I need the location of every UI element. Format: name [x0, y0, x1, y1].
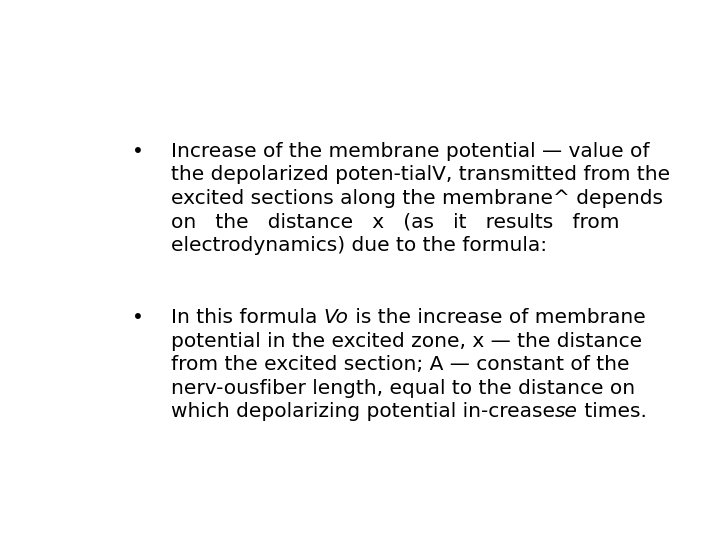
Text: times.: times. [577, 402, 647, 421]
Text: •: • [132, 308, 144, 327]
Text: Increase of the membrane potential — value of: Increase of the membrane potential — val… [171, 141, 649, 161]
Text: potential in the excited zone, x — the distance: potential in the excited zone, x — the d… [171, 332, 642, 350]
Text: excited sections along the membrane^ depends: excited sections along the membrane^ dep… [171, 189, 663, 208]
Text: the depolarized poten-tialV, transmitted from the: the depolarized poten-tialV, transmitted… [171, 165, 670, 184]
Text: electrodynamics) due to the formula:: electrodynamics) due to the formula: [171, 236, 547, 255]
Text: In this formula: In this formula [171, 308, 324, 327]
Text: nerv-ousfiber length, equal to the distance on: nerv-ousfiber length, equal to the dista… [171, 379, 635, 397]
Text: on   the   distance   x   (as   it   results   from: on the distance x (as it results from [171, 212, 619, 231]
Text: which depolarizing potential in-crease: which depolarizing potential in-crease [171, 402, 555, 421]
Text: Vo: Vo [324, 308, 348, 327]
Text: is the increase of membrane: is the increase of membrane [348, 308, 645, 327]
Text: from the excited section; A — constant of the: from the excited section; A — constant o… [171, 355, 629, 374]
Text: se: se [555, 402, 577, 421]
Text: •: • [132, 141, 144, 161]
